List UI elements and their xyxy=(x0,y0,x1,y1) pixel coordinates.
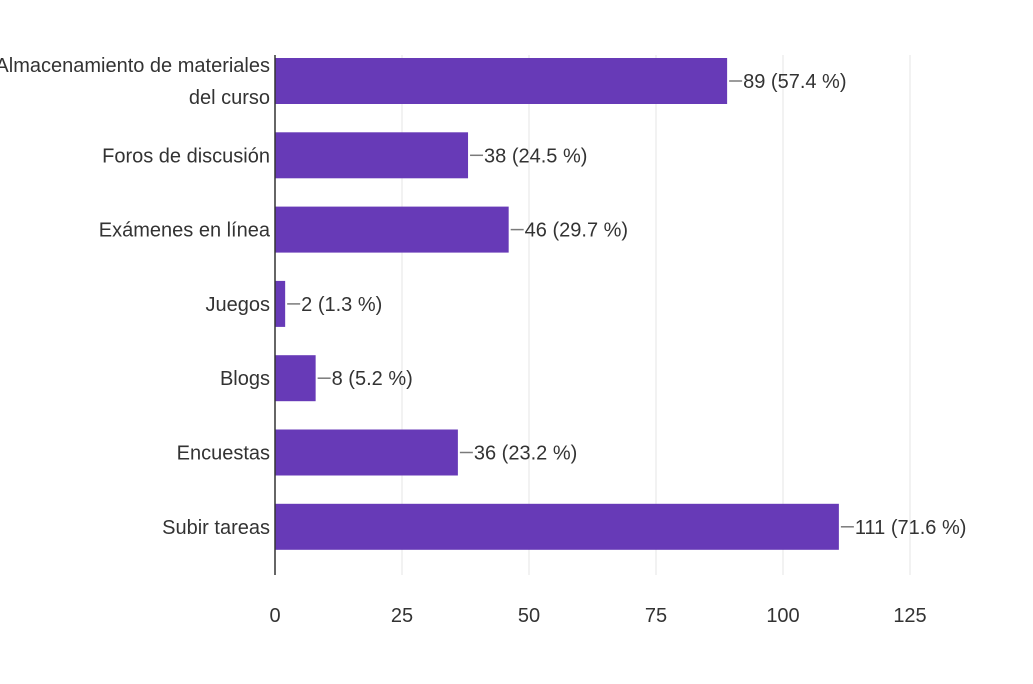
category-label: Almacenamiento de materiales xyxy=(0,55,270,77)
bar xyxy=(275,58,728,104)
data-label: 111 (71.6 %) xyxy=(855,517,967,539)
bar xyxy=(275,280,286,327)
category-label: Exámenes en línea xyxy=(99,220,271,242)
data-label: 89 (57.4 %) xyxy=(743,71,846,93)
label-layer: 0 25 50 75 100 125 89 (57.4 %) Almacenamiento d… xyxy=(0,55,966,627)
x-tick-label: 50 xyxy=(518,605,540,627)
bar xyxy=(275,503,839,550)
data-label: 8 (5.2 %) xyxy=(332,368,413,390)
grid-layer xyxy=(401,55,911,575)
data-label: 38 (24.5 %) xyxy=(484,145,587,167)
category-label: del curso xyxy=(189,87,270,109)
bar xyxy=(275,206,509,253)
bar xyxy=(275,355,316,402)
category-label: Subir tareas xyxy=(162,517,270,539)
bar-layer xyxy=(275,58,854,550)
category-label: Encuestas xyxy=(177,443,270,465)
x-tick-label: 75 xyxy=(645,605,667,627)
x-tick-label: 100 xyxy=(766,605,799,627)
category-label: Foros de discusión xyxy=(102,145,270,167)
data-label: 46 (29.7 %) xyxy=(525,220,628,242)
category-label: Blogs xyxy=(220,368,270,390)
data-label: 2 (1.3 %) xyxy=(301,294,382,316)
x-tick-label: 125 xyxy=(893,605,926,627)
data-label: 36 (23.2 %) xyxy=(474,443,577,465)
x-tick-label: 0 xyxy=(269,605,280,627)
bar xyxy=(275,429,458,476)
category-label: Juegos xyxy=(206,294,271,316)
bar xyxy=(275,132,469,179)
x-tick-label: 25 xyxy=(391,605,413,627)
